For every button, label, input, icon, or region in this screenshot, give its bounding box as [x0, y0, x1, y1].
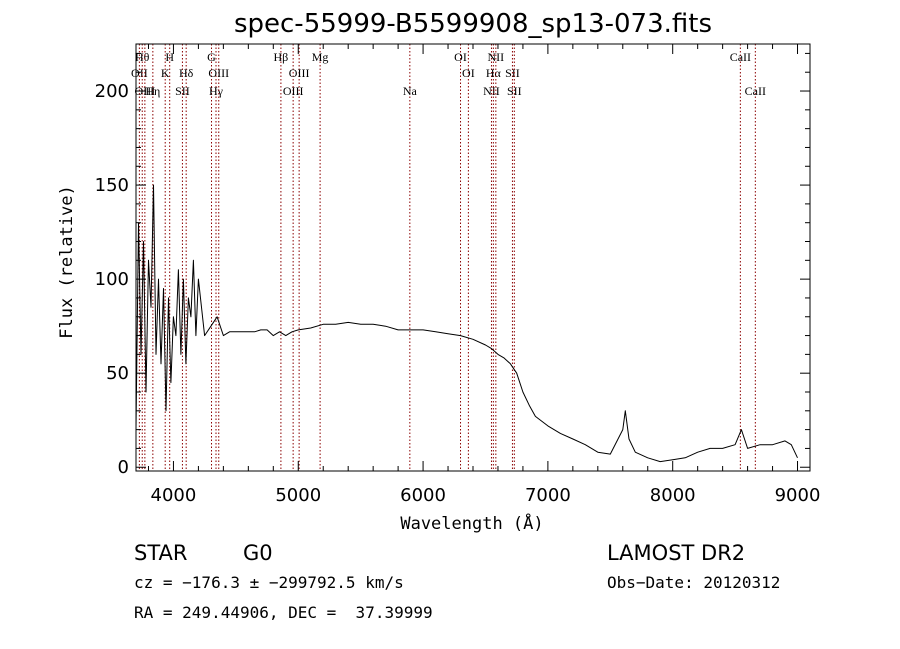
plot-frame — [135, 43, 811, 472]
x-axis-label: Wavelength (Å) — [400, 512, 543, 534]
line-label-6: SII — [175, 84, 190, 98]
y-tick-label-1: 50 — [106, 363, 129, 384]
line-label-1: Hθ — [135, 50, 150, 64]
spectrum-series — [135, 184, 798, 463]
observation-date: Obs−Date: 20120312 — [607, 573, 781, 592]
survey-name: LAMOST DR2 — [607, 541, 746, 565]
x-tick-label-5: 9000 — [775, 485, 821, 506]
line-label-5: H — [165, 50, 174, 64]
object-class: STAR — [134, 541, 188, 565]
redshift-velocity: cz = −176.3 ± −299792.5 km/s — [134, 573, 404, 592]
x-tick-label-0: 4000 — [151, 485, 197, 506]
line-label-23: CaII — [730, 50, 751, 64]
object-subclass: G0 — [243, 541, 273, 565]
line-label-0: OII — [131, 66, 148, 80]
x-tick-label-2: 6000 — [400, 485, 446, 506]
line-label-16: OI — [454, 50, 467, 64]
spectrum-line-0 — [135, 184, 798, 463]
line-label-3: Hη — [145, 84, 160, 98]
line-label-9: Hγ — [209, 84, 224, 98]
line-label-14: Mg — [312, 50, 329, 64]
chart-title: spec-55999-B5599908_sp13-073.fits — [234, 9, 712, 39]
line-label-24: CaII — [745, 84, 766, 98]
sky-coordinates: RA = 249.44906, DEC = 37.39999 — [134, 603, 433, 622]
line-label-22: SII — [507, 84, 522, 98]
y-axis-ticks: 0 50 100 150 200 — [95, 52, 810, 478]
x-tick-label-3: 7000 — [525, 485, 571, 506]
line-label-21: SII — [505, 66, 520, 80]
line-label-12: OIII — [283, 84, 304, 98]
line-label-20: NII — [488, 50, 505, 64]
line-label-17: OI — [462, 66, 475, 80]
y-tick-label-2: 100 — [95, 269, 129, 290]
line-label-7: Hδ — [179, 66, 194, 80]
y-tick-label-4: 200 — [95, 81, 129, 102]
line-label-11: Hβ — [274, 50, 289, 64]
y-tick-label-3: 150 — [95, 175, 129, 196]
y-tick-label-0: 0 — [118, 457, 129, 478]
line-label-13: OIII — [289, 66, 310, 80]
line-label-19: Hα — [486, 66, 502, 80]
line-label-10: OIII — [208, 66, 229, 80]
x-tick-label-1: 5000 — [275, 485, 321, 506]
line-label-4: K — [161, 66, 170, 80]
y-axis-label: Flux (relative) — [57, 185, 77, 339]
line-label-8: G — [207, 50, 216, 64]
x-axis-ticks: 4000 5000 6000 7000 8000 9000 — [147, 44, 821, 506]
x-tick-label-4: 8000 — [650, 485, 696, 506]
line-label-15: Na — [403, 84, 418, 98]
spectral-line-markers: OIIHθOIIIHηKHSIIHδGHγOIIIHβOIIIOIIIMgNaO… — [131, 44, 766, 471]
line-label-18: NII — [483, 84, 500, 98]
